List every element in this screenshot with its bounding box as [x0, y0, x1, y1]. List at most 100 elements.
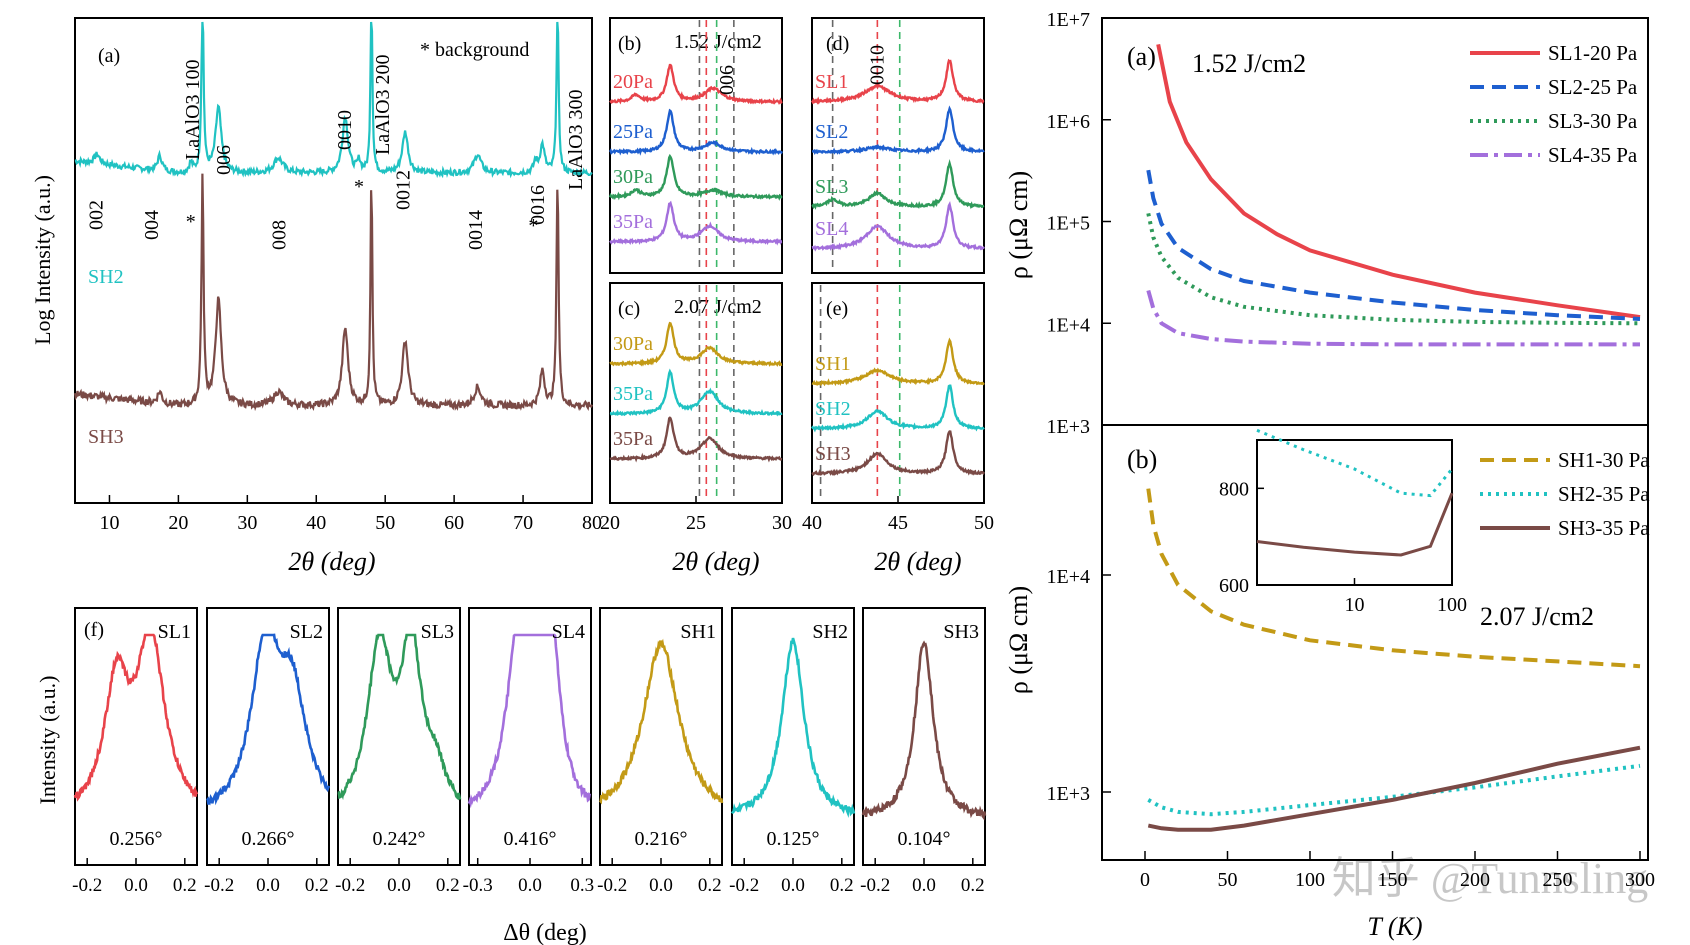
rho-a-series-SL1: [1156, 44, 1641, 320]
xrd-a-peak-label: 0010: [334, 110, 356, 150]
rho-a-fluence: 1.52 J/cm2: [1192, 49, 1306, 78]
rocking-tick-label: 0.0: [387, 875, 411, 896]
rocking-fwhm-SH3: 0.104°: [898, 828, 951, 850]
rho-a-ytick-label: 1E+7: [1047, 9, 1091, 31]
xrdC-series-label: 30Pa: [613, 333, 653, 355]
rocking-tick-label: 0.0: [912, 875, 936, 896]
rocking-tick-label: 0.2: [436, 875, 460, 896]
rho-inset-xtick-label: 10: [1345, 594, 1365, 616]
rocking-tick-label: 0.0: [518, 875, 542, 896]
xrdB-series-label: 20Pa: [613, 71, 653, 93]
xrd-a-peak-label: 004: [141, 210, 163, 240]
xrdC-tick-label: 30: [772, 512, 792, 534]
rocking-plots: SL1 0.256° -0.2 0.0 0.2 SL2 0.266° -0.2 0.0 0.2 SL…: [72, 607, 987, 896]
rho-b-ytick-label: 1E+4: [1047, 566, 1091, 588]
xrd-e-label: (e): [826, 298, 848, 320]
rho-a-legend-label: SL2-25 Pa: [1548, 75, 1638, 99]
xrdE-series-SH2: [810, 384, 985, 433]
rho-inset-series-SH3: [1256, 492, 1454, 557]
rocking-name-SL2: SL2: [290, 621, 323, 643]
xrd-a-tick-label: 30: [237, 512, 257, 534]
rocking-name-SL1: SL1: [158, 621, 191, 643]
rocking-tick-label: 0.0: [649, 875, 673, 896]
xrd-a-peak-label: 006: [213, 145, 235, 175]
rho-b-series-SH2: [1147, 763, 1641, 817]
xrd-a-peak-label: 0016: [527, 185, 549, 225]
rho-b-series-SH1: [1146, 488, 1641, 669]
rocking-tick-label: 0.2: [961, 875, 985, 896]
rho-inset-frame: [1256, 439, 1453, 586]
xrd-a-plot: SH2 SH3 10 20 30 40 50 60 70 80 002 004 006 008 0010 00…: [73, 21, 602, 534]
rocking-curve-SL2: [206, 633, 331, 806]
rocking-frame-SL1: [74, 607, 198, 866]
xrd-a-frame: [74, 17, 593, 504]
rocking-curve-SH3: [861, 640, 987, 821]
rho-a-ytick-label: 1E+3: [1047, 416, 1091, 438]
rho-b-fluence: 2.07 J/cm2: [1480, 602, 1594, 631]
rocking-tick-label: 0.0: [256, 875, 280, 896]
rho-plots: 1E+3 1E+4 1E+5 1E+6 1E+7 SL1-20 Pa SL2-25 Pa SL…: [1047, 9, 1656, 891]
xrdD-series-SL4: [811, 201, 985, 252]
rocking-tick-label: -0.2: [860, 875, 890, 896]
rocking-frame-SH2: [731, 607, 855, 866]
rho-xtick-label: 50: [1218, 869, 1238, 891]
xrd-a-peak-label: LaAlO3 200: [372, 54, 394, 155]
xrdC-series-35Pa: [609, 416, 783, 463]
xrd-a-series-SH3: [73, 173, 594, 412]
rocking-curve-SH1: [599, 638, 724, 805]
rho-b-ytick-label: 1E+3: [1047, 783, 1091, 805]
xrdC-series-35Pa: [609, 368, 783, 417]
rho-a-ylabel: ρ (μΩ cm): [1004, 171, 1033, 279]
xrdB-series-30Pa: [608, 153, 783, 201]
xrd-a-tick-label: 70: [513, 512, 533, 534]
xrdB-series-20Pa: [609, 63, 783, 105]
xrdD-series-SL3: [811, 158, 985, 210]
rocking-tick-label: -0.2: [335, 875, 365, 896]
rho-a-legend-label: SL1-20 Pa: [1548, 41, 1638, 65]
xrd-c-plot: 30Pa 35Pa 35Pa 20 25 30: [600, 285, 792, 534]
rocking-fwhm-SH2: 0.125°: [767, 828, 820, 850]
rho-inset-series-SH2: [1256, 428, 1454, 498]
rho-inset-ytick-label: 800: [1219, 478, 1249, 500]
xrd-a-tick-label: 40: [306, 512, 326, 534]
rocking-tick-label: 0.3: [570, 875, 594, 896]
xrdB-series-label: 35Pa: [613, 211, 653, 233]
xrd-a-star: *: [186, 211, 196, 233]
xrdB-series-25Pa: [608, 108, 784, 156]
rho-xtick-label: 100: [1295, 869, 1325, 891]
rocking-tick-label: 0.2: [698, 875, 722, 896]
xrdE-series-label: SH3: [815, 443, 851, 465]
rocking-fwhm-SH1: 0.216°: [635, 828, 688, 850]
rocking-fwhm-SL4: 0.416°: [504, 828, 557, 850]
xrdB-series-label: 30Pa: [613, 166, 653, 188]
rho-a-ytick-label: 1E+5: [1047, 213, 1091, 235]
rho-a-legend-label: SL4-35 Pa: [1548, 143, 1638, 167]
xrdD-peak-label: 0010: [866, 45, 888, 85]
xrdD-series-label: SL2: [815, 121, 848, 143]
xrdE-tick-label: 50: [974, 512, 994, 534]
xrdE-tick-label: 45: [888, 512, 908, 534]
xrdC-series-label: 35Pa: [613, 383, 653, 405]
xrd-a-xlabel: 2θ (deg): [288, 547, 375, 576]
rho-a-label: (a): [1127, 42, 1156, 71]
xrd-a-ylabel: Log Intensity (a.u.): [30, 175, 55, 345]
resistivity-panel: (a) 1.52 J/cm2 (b) 2.07 J/cm2 1E+31E+41E…: [1004, 9, 1655, 941]
xrdC-series-label: 35Pa: [613, 428, 653, 450]
xrd-panel-c: (c) 2.07 J/cm2 30Pa 35Pa 35Pa 20 25 30 2θ (de…: [600, 282, 792, 576]
rho-xlabel: T (K): [1367, 912, 1422, 941]
rocking-name-SH2: SH2: [812, 621, 848, 643]
xrd-panel-e: (e) SH1 SH2 SH3 40 45 50 2θ (deg): [802, 282, 994, 576]
xrdC-tick-label: 20: [600, 512, 620, 534]
xrd-a-peak-label: 002: [86, 200, 108, 230]
rho-a-ytick-label: 1E+6: [1047, 111, 1091, 133]
rho-b-label: (b): [1127, 445, 1157, 474]
xrdC-series-30Pa: [609, 321, 783, 368]
rocking-tick-label: -0.2: [729, 875, 759, 896]
rocking-panel-f: SL1 0.256° -0.2 0.0 0.2 SL2 0.266° -0.2 0.0 0.2 SL…: [35, 607, 987, 945]
rho-xtick-label: 250: [1543, 869, 1573, 891]
xrdD-series-SL1: [810, 58, 985, 105]
xrd-a-peak-label: LaAlO3 100: [182, 59, 204, 160]
xrdD-series-label: SL3: [815, 176, 848, 198]
xrdD-series-label: SL4: [815, 218, 848, 240]
